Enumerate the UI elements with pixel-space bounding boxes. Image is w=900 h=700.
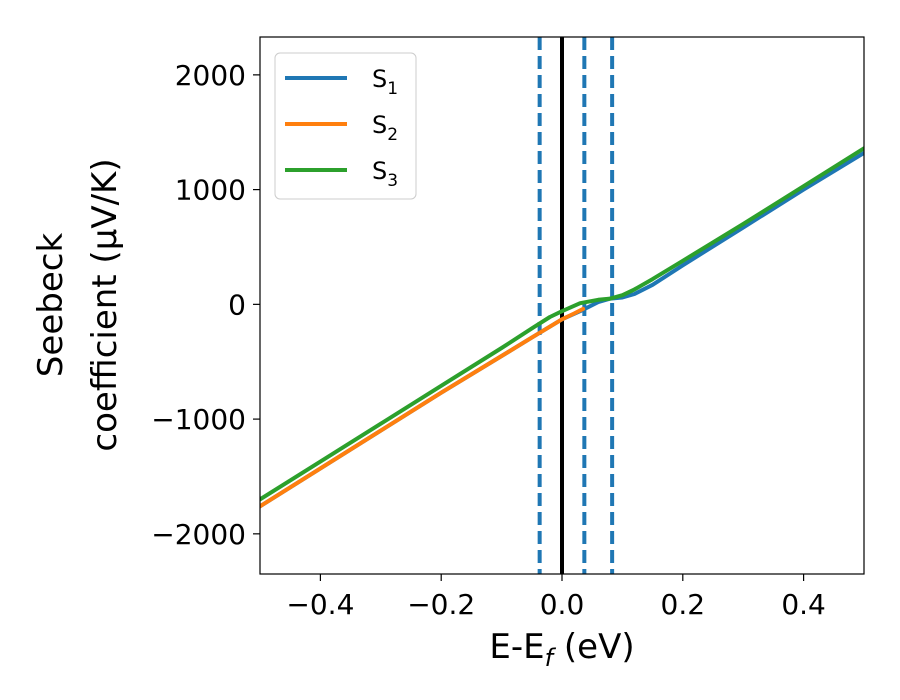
series-line-s2 xyxy=(260,306,586,509)
legend-label-s1: S1 xyxy=(372,65,398,99)
y-tick-label: −2000 xyxy=(151,518,246,551)
y-tick-label: −1000 xyxy=(151,403,246,436)
x-tick-label: 0.0 xyxy=(540,588,585,621)
y-axis-label-line2: coefficient (μV/K) xyxy=(85,158,125,451)
x-axis-label: E-Ef (eV) xyxy=(489,627,634,672)
y-tick-label: 0 xyxy=(228,288,246,321)
x-tick-label: 0.4 xyxy=(781,588,826,621)
legend: S1 S2 S3 xyxy=(274,52,417,200)
x-tick-label: −0.2 xyxy=(407,588,475,621)
series-line-s3 xyxy=(260,146,864,502)
y-axis-label-line1: Seebeck xyxy=(31,233,71,378)
x-tick-label: 0.2 xyxy=(661,588,706,621)
legend-label-s2: S2 xyxy=(372,111,398,145)
x-tick-label: −0.4 xyxy=(286,588,354,621)
legend-label-s3: S3 xyxy=(372,157,398,191)
y-tick-label: 1000 xyxy=(175,174,246,207)
y-tick-label: 2000 xyxy=(175,59,246,92)
